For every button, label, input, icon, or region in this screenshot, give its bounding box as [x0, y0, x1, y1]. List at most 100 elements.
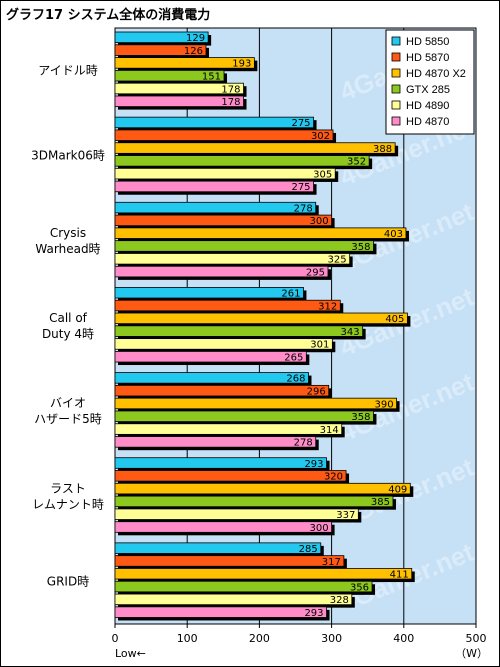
bar-value-label: 409	[388, 484, 407, 495]
bar-value-label: 268	[286, 374, 305, 385]
bar-value-label: 300	[310, 216, 329, 227]
bar	[114, 470, 347, 482]
bar	[114, 167, 336, 180]
bar	[114, 423, 343, 435]
bar	[114, 57, 255, 69]
bar-value-label: 301	[310, 340, 329, 351]
legend-swatch	[391, 116, 401, 126]
bar	[114, 555, 345, 567]
bar	[114, 495, 394, 508]
bar	[114, 70, 225, 82]
bar-value-label: 358	[351, 242, 370, 253]
legend-label: HD 4870 X2	[406, 68, 466, 80]
category-label: Crysis Warhead時	[35, 226, 100, 256]
bar-value-label: 352	[347, 157, 366, 168]
legend-box	[385, 29, 475, 135]
bar-value-label: 129	[186, 33, 205, 44]
category-label: Call of Duty 4時	[42, 311, 94, 341]
bar	[114, 201, 317, 214]
bar	[114, 155, 370, 167]
bar-value-label: 405	[385, 314, 404, 325]
category-label: ラストレムナント時	[32, 481, 104, 511]
bar-value-label: 178	[221, 97, 240, 108]
bar	[114, 338, 333, 350]
legend-label: HD 5850	[406, 36, 449, 48]
bar	[114, 116, 314, 129]
bar-value-label: 314	[320, 425, 339, 436]
bar-value-label: 300	[310, 523, 329, 534]
category-label: バイオハザード5時	[34, 396, 102, 426]
bar	[114, 180, 314, 193]
bars-group: 1291261931511781782753023883523052752783…	[114, 31, 415, 621]
legend-swatch	[391, 68, 401, 78]
bar	[114, 397, 397, 410]
bar-value-label: 317	[322, 557, 341, 568]
category-label: 3DMark06時	[31, 149, 105, 163]
bar	[114, 253, 351, 265]
bar	[114, 265, 329, 278]
bar	[114, 31, 209, 44]
bar-value-label: 411	[390, 570, 409, 581]
bar-value-label: 261	[281, 289, 300, 300]
bar-value-label: 278	[294, 438, 313, 449]
bar-value-label: 403	[384, 229, 403, 240]
bar-value-label: 265	[284, 353, 303, 364]
bar-value-label: 302	[311, 131, 330, 142]
x-tick-label: 100	[177, 632, 198, 645]
bar	[114, 568, 413, 580]
bar	[114, 410, 374, 422]
bar	[114, 44, 207, 56]
bar-value-label: 178	[221, 84, 240, 95]
bar-value-label: 388	[373, 144, 392, 155]
bar-value-label: 296	[307, 386, 326, 397]
bar	[114, 593, 353, 606]
bar-value-label: 325	[328, 255, 347, 266]
bar-value-label: 337	[336, 510, 355, 521]
bar-value-label: 126	[184, 46, 203, 57]
x-tick-label: 300	[321, 632, 342, 645]
legend-label: HD 5870	[406, 52, 449, 64]
bar	[114, 542, 322, 554]
bar	[114, 436, 317, 448]
bar	[114, 129, 334, 141]
bar-value-label: 328	[330, 595, 349, 606]
bar-value-label: 293	[304, 459, 323, 470]
x-tick-label: 200	[249, 632, 270, 645]
bar-value-label: 343	[341, 327, 360, 338]
x-tick-label: 0	[112, 632, 119, 645]
chart-title: グラフ17 システム全体の消費電力	[6, 8, 211, 23]
category-label: GRID時	[47, 574, 89, 588]
bar	[114, 240, 374, 252]
bar-value-label: 312	[318, 301, 337, 312]
bar	[114, 227, 407, 239]
bar-value-label: 320	[324, 472, 343, 483]
legend: HD 5850 HD 5870 HD 4870 X2 GTX 285 HD 4890 HD…	[385, 29, 475, 135]
bar-value-label: 151	[202, 72, 221, 83]
x-tick-label: 500	[466, 632, 487, 645]
bar-value-label: 278	[294, 203, 313, 214]
x-axis-note: Low←	[115, 647, 146, 660]
category-labels: アイドル時 3DMark06時 Crysis Warhead時 Call of Duty …	[31, 64, 105, 589]
x-tick-label: 400	[393, 632, 414, 645]
category-label: アイドル時	[38, 64, 97, 78]
bar	[114, 299, 341, 312]
bar	[114, 325, 364, 337]
x-axis: 0 100 200 300 400 500 Low← （W）	[112, 624, 488, 660]
legend-swatch	[391, 36, 401, 46]
bar	[114, 214, 333, 227]
bar-value-label: 295	[306, 267, 325, 278]
bar-value-label: 275	[291, 182, 310, 193]
bar-value-label: 193	[232, 59, 251, 70]
bar-value-label: 275	[291, 118, 310, 129]
bar	[114, 95, 244, 108]
bar	[114, 457, 327, 469]
bar	[114, 372, 309, 384]
bar	[114, 287, 304, 299]
bar-value-label: 356	[350, 582, 369, 593]
legend-swatch	[391, 84, 401, 94]
bar	[114, 580, 373, 593]
bar-value-label: 305	[313, 169, 332, 180]
x-axis-unit: （W）	[455, 647, 488, 660]
bar	[114, 384, 330, 397]
